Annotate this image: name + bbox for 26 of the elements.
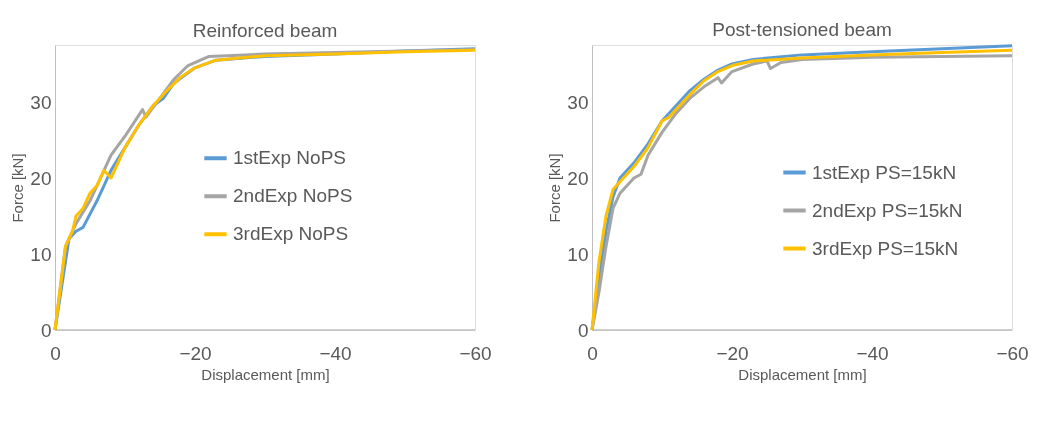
y-tick-label: 20	[30, 167, 52, 189]
y-axis-title: Force [kN]	[9, 153, 27, 223]
chart-title: Post-tensioned beam	[712, 19, 892, 41]
x-tick-label: −20	[716, 342, 749, 364]
y-tick-label: 30	[567, 91, 589, 113]
x-tick-label: −60	[459, 342, 492, 364]
y-axis-title: Force [kN]	[546, 153, 564, 223]
y-tick-label: 0	[577, 319, 589, 341]
y-tick-label: 10	[567, 243, 589, 265]
legend-label: 2ndExp NoPS	[233, 185, 353, 207]
y-tick-label: 20	[567, 167, 589, 189]
x-tick-label: −40	[856, 342, 889, 364]
x-tick-label: −40	[319, 342, 352, 364]
legend-label: 1stExp NoPS	[233, 147, 346, 169]
legend-label: 1stExp PS=15kN	[812, 161, 957, 183]
y-tick-label: 10	[30, 243, 52, 265]
legend-label: 3rdExp PS=15kN	[812, 237, 959, 259]
y-tick-label: 30	[30, 91, 52, 113]
x-axis-title: Displacement [mm]	[201, 365, 330, 383]
x-axis-title: Displacement [mm]	[738, 365, 867, 383]
legend-label: 3rdExp NoPS	[233, 223, 349, 245]
y-tick-label: 0	[40, 319, 52, 341]
x-tick-label: −20	[179, 342, 212, 364]
chart-title: Reinforced beam	[192, 20, 338, 41]
legend-label: 2ndExp PS=15kN	[812, 199, 963, 221]
x-tick-label: −60	[996, 342, 1029, 364]
